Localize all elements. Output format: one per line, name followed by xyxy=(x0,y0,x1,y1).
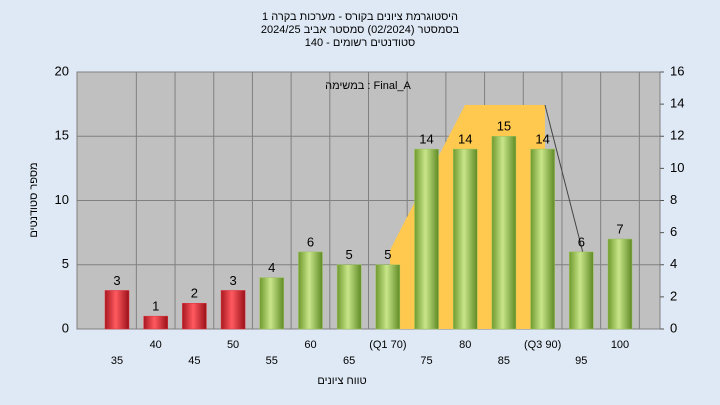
bar xyxy=(530,148,555,330)
bar xyxy=(569,251,594,330)
bar xyxy=(607,238,633,330)
value-label: 14 xyxy=(458,132,472,147)
x-tick-label: 35 xyxy=(111,355,123,367)
x-tick-label: 65 xyxy=(343,355,355,367)
x-tick-label: 75 xyxy=(420,355,432,367)
chart-subtitle: בסמסטר (02/2024) סמסטר אביב 2024/25 xyxy=(261,24,460,36)
y2-tick-label: 0 xyxy=(670,320,677,335)
x-tick-label: 60 xyxy=(304,339,316,351)
chart-subtitle: סטודנטים רשומים - 140 xyxy=(305,37,416,49)
x-tick-label: 40 xyxy=(150,339,162,351)
y-tick-label: 15 xyxy=(55,128,69,143)
value-label: 15 xyxy=(497,119,511,134)
value-label: 3 xyxy=(113,273,120,288)
value-label: 1 xyxy=(152,299,159,314)
value-label: 6 xyxy=(578,234,585,249)
y-tick-label: 10 xyxy=(55,192,69,207)
value-label: 3 xyxy=(229,273,236,288)
bar xyxy=(452,148,478,330)
y2-tick-label: 16 xyxy=(670,63,684,78)
y2-tick-label: 4 xyxy=(670,256,677,271)
bar xyxy=(336,264,362,330)
bar xyxy=(182,303,207,330)
value-label: 6 xyxy=(307,234,314,249)
value-label: 7 xyxy=(616,221,623,236)
y2-tick-label: 6 xyxy=(670,224,677,239)
annotation: במשימה : Final_A xyxy=(325,80,411,92)
bar xyxy=(259,277,285,330)
bar xyxy=(375,264,401,330)
y2-tick-label: 2 xyxy=(670,288,677,303)
y-tick-label: 0 xyxy=(62,320,69,335)
y-axis-label: מספר סטודנטים xyxy=(28,162,40,237)
x-tick-label: 100 xyxy=(611,339,629,351)
chart-title: היסטוגרמת ציונים בקורס - מערכות בקרה 1 xyxy=(262,11,458,23)
value-label: 5 xyxy=(384,247,391,262)
x-tick-label: 95 xyxy=(575,355,587,367)
value-label: 2 xyxy=(191,286,198,301)
bar xyxy=(491,136,517,330)
x-tick-label: (Q1 70) xyxy=(369,339,406,351)
y-tick-label: 5 xyxy=(62,256,69,271)
x-tick-label: 80 xyxy=(459,339,471,351)
x-tick-label: (Q3 90) xyxy=(524,339,561,351)
y-tick-label: 20 xyxy=(55,63,69,78)
quartile-line xyxy=(544,104,584,254)
value-label: 14 xyxy=(535,132,549,147)
x-axis-label: טווח ציונים xyxy=(317,375,366,387)
x-tick-label: 85 xyxy=(498,355,510,367)
bar xyxy=(104,290,130,330)
x-tick-label: 45 xyxy=(188,355,200,367)
value-label: 4 xyxy=(268,260,275,275)
bar xyxy=(298,251,323,330)
y2-tick-label: 8 xyxy=(670,192,677,207)
x-tick-label: 55 xyxy=(266,355,278,367)
bar xyxy=(220,290,246,330)
bar xyxy=(414,148,439,330)
value-label: 14 xyxy=(419,132,433,147)
y2-tick-label: 10 xyxy=(670,160,684,175)
value-label: 5 xyxy=(346,247,353,262)
bar xyxy=(143,315,168,330)
y2-tick-label: 14 xyxy=(670,96,684,111)
y2-tick-label: 12 xyxy=(670,128,684,143)
x-tick-label: 50 xyxy=(227,339,239,351)
